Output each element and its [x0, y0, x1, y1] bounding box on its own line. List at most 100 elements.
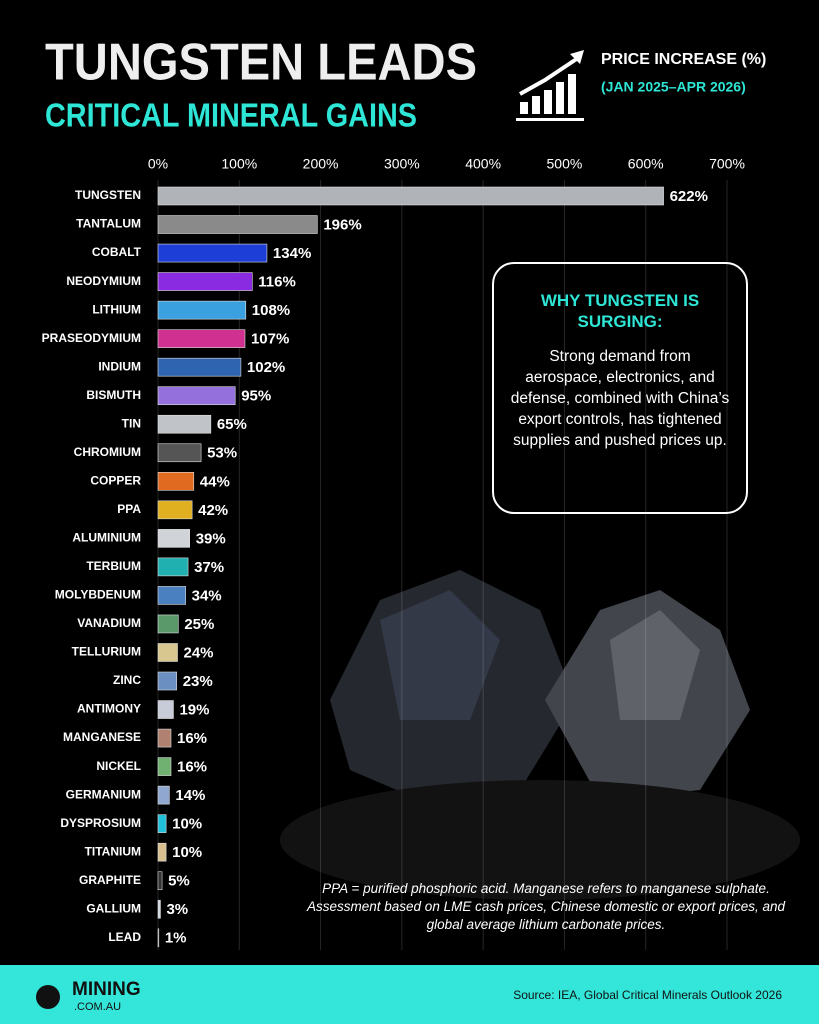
footer-band: [0, 965, 819, 1024]
value-label: 24%: [184, 644, 214, 661]
bar: [157, 871, 163, 891]
value-label: 44%: [200, 473, 230, 490]
bar: [157, 557, 189, 577]
value-label: 10%: [172, 816, 202, 833]
y-tick-label: LITHIUM: [92, 302, 141, 316]
bar: [157, 586, 186, 605]
x-tick-label: 500%: [547, 156, 583, 172]
value-label: 1%: [165, 930, 187, 947]
value-label: 5%: [168, 873, 190, 890]
source: Source: IEA, Global Critical Minerals Ou…: [513, 988, 782, 1002]
value-label: 25%: [184, 616, 214, 633]
value-label: 196%: [323, 216, 361, 233]
y-tick-label: GALLIUM: [86, 901, 141, 915]
annotation-body: Strong demand from aerospace, electronic…: [510, 348, 730, 449]
logo-icon: [36, 985, 60, 1009]
logo: MINING: [72, 979, 141, 1000]
bar: [157, 928, 160, 948]
bar: [157, 728, 172, 748]
value-label: 3%: [166, 901, 188, 918]
bar: [157, 614, 179, 634]
footnote: PPA = purified phosphoric acid. Manganes…: [307, 881, 785, 932]
value-label: 37%: [194, 559, 224, 576]
y-tick-label: PPA: [117, 502, 141, 516]
value-label: 102%: [247, 359, 285, 376]
y-tick-label: GERMANIUM: [66, 787, 141, 801]
value-label: 116%: [258, 274, 296, 291]
x-tick-label: 200%: [303, 156, 339, 172]
value-label: 16%: [177, 730, 207, 747]
bar: [157, 842, 167, 862]
annotation-box: WHY TUNGSTEN IS SURGING: Strong demand f…: [492, 262, 748, 514]
y-tick-label: TELLURIUM: [72, 645, 141, 659]
y-tick-label: COBALT: [92, 245, 142, 259]
x-tick-label: 700%: [709, 156, 745, 172]
bar: [157, 529, 191, 548]
x-tick-label: 300%: [384, 156, 420, 172]
y-tick-label: ALUMINIUM: [72, 531, 141, 545]
value-label: 23%: [183, 673, 213, 690]
y-tick-label: GRAPHITE: [79, 873, 141, 887]
y-tick-label: TITANIUM: [85, 844, 141, 858]
bar: [157, 899, 161, 919]
y-tick-label: ANTIMONY: [77, 702, 141, 716]
y-tick-label: VANADIUM: [77, 616, 141, 630]
y-tick-label: TERBIUM: [86, 559, 141, 573]
bar: [157, 272, 253, 291]
y-tick-label: CHROMIUM: [74, 445, 141, 459]
title: TUNGSTEN LEADS: [45, 34, 477, 92]
y-tick-label: PRASEODYMIUM: [42, 331, 141, 345]
bar: [157, 357, 242, 377]
value-label: 108%: [252, 302, 290, 319]
subtitle: CRITICAL MINERAL GAINS: [45, 97, 417, 134]
bar: [157, 243, 268, 263]
value-label: 622%: [670, 188, 708, 205]
value-label: 107%: [251, 331, 289, 348]
bar: [157, 215, 318, 234]
y-tick-label: NEODYMIUM: [66, 274, 141, 288]
x-tick-label: 100%: [221, 156, 257, 172]
y-tick-label: BISMUTH: [86, 388, 141, 402]
y-tick-label: LEAD: [108, 930, 141, 944]
bar: [157, 700, 174, 719]
value-label: 95%: [241, 388, 271, 405]
y-tick-label: INDIUM: [98, 359, 141, 373]
value-label: 14%: [175, 787, 205, 804]
y-tick-label: COPPER: [90, 473, 141, 487]
y-tick-label: TANTALUM: [76, 217, 141, 231]
bar: [157, 757, 172, 776]
y-tick-label: TIN: [122, 416, 141, 430]
annotation-title: WHY TUNGSTEN IS SURGING:: [540, 291, 700, 331]
bar: [157, 814, 167, 833]
bar: [157, 414, 212, 434]
bar: [157, 300, 247, 320]
value-label: 65%: [217, 416, 247, 433]
y-tick-label: NICKEL: [96, 759, 141, 773]
x-tick-label: 0%: [148, 156, 168, 172]
logo-sub: .COM.AU: [74, 1001, 121, 1013]
bar: [157, 471, 195, 491]
value-label: 16%: [177, 759, 207, 776]
value-label: 134%: [273, 245, 311, 262]
x-tick-label: 400%: [465, 156, 501, 172]
axis-title: PRICE INCREASE (%): [601, 51, 766, 68]
y-tick-label: TUNGSTEN: [75, 188, 141, 202]
value-label: 10%: [172, 844, 202, 861]
bar: [157, 785, 170, 805]
value-label: 53%: [207, 445, 237, 462]
bar: [157, 386, 236, 406]
bar: [157, 443, 202, 463]
x-tick-label: 600%: [628, 156, 664, 172]
bar: [157, 671, 177, 691]
bar: [157, 500, 193, 520]
bar: [157, 329, 246, 348]
value-label: 34%: [192, 587, 222, 604]
growth-icon: [516, 50, 584, 121]
y-tick-label: DYSPROSIUM: [60, 816, 141, 830]
value-label: 42%: [198, 502, 228, 519]
value-label: 19%: [179, 702, 209, 719]
value-label: 39%: [196, 530, 226, 547]
bar: [157, 186, 664, 206]
